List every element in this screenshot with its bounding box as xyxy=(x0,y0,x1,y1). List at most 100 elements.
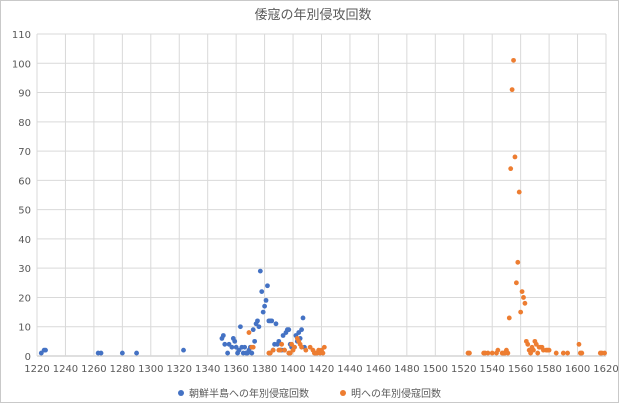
y-tick-label: 100 xyxy=(12,59,31,70)
data-point xyxy=(250,344,256,350)
data-point xyxy=(134,350,139,356)
x-tick-label: 1540 xyxy=(479,364,504,375)
y-axis-tick-labels: 0 10 20 30 40 50 60 70 80 90 100 110 xyxy=(12,30,31,363)
data-point xyxy=(512,154,518,160)
x-tick-label: 1420 xyxy=(309,364,334,375)
data-point xyxy=(119,350,125,356)
chart-title: 倭寇の年別侵攻回数 xyxy=(254,7,371,23)
data-point xyxy=(518,309,524,315)
y-tick-label: 110 xyxy=(12,30,31,41)
x-tick-label: 1240 xyxy=(53,364,78,375)
data-point xyxy=(299,344,304,350)
data-point xyxy=(98,350,104,356)
data-point xyxy=(250,327,256,333)
data-point xyxy=(519,289,525,294)
data-point xyxy=(560,350,566,356)
data-point xyxy=(535,350,541,356)
x-tick-label: 1560 xyxy=(508,364,533,375)
data-point xyxy=(300,315,306,321)
data-point xyxy=(579,350,585,356)
data-point xyxy=(508,166,514,172)
data-point xyxy=(521,295,526,300)
y-tick-label: 40 xyxy=(18,235,31,246)
x-axis-tick-labels: 1220 1240 1260 1280 1300 1320 1340 1360 1380 1400… xyxy=(24,364,618,375)
data-point xyxy=(43,347,48,353)
data-point xyxy=(286,327,292,333)
data-point xyxy=(282,347,287,353)
x-tick-label: 1300 xyxy=(138,364,163,375)
x-tick-label: 1520 xyxy=(451,364,476,375)
data-point xyxy=(522,300,528,306)
x-tick-label: 1580 xyxy=(536,364,561,375)
x-tick-label: 1440 xyxy=(337,364,362,375)
x-tick-label: 1380 xyxy=(252,364,277,375)
series-korea xyxy=(38,268,307,356)
data-point xyxy=(506,315,512,321)
data-point xyxy=(516,189,522,195)
data-point xyxy=(257,268,263,274)
data-point xyxy=(303,347,309,353)
data-point xyxy=(246,330,252,335)
data-point xyxy=(553,350,559,356)
y-tick-label: 0 xyxy=(25,352,31,363)
data-point xyxy=(299,327,304,333)
legend: 朝鮮半島への年別侵寇回数 明への年別侵寇回数 xyxy=(178,387,441,400)
data-point xyxy=(181,347,186,353)
y-tick-label: 10 xyxy=(18,323,31,334)
y-tick-label: 30 xyxy=(18,264,31,275)
data-point xyxy=(262,303,267,309)
data-point xyxy=(576,341,582,347)
data-point xyxy=(602,350,607,356)
x-tick-label: 1400 xyxy=(280,364,305,375)
plot-points xyxy=(38,57,607,356)
legend-marker-ming xyxy=(340,390,346,396)
legend-label-ming: 明への年別侵寇回数 xyxy=(351,387,441,400)
x-tick-label: 1320 xyxy=(167,364,192,375)
data-point xyxy=(277,347,283,353)
x-tick-label: 1620 xyxy=(593,364,618,375)
y-tick-label: 20 xyxy=(18,293,31,304)
data-point xyxy=(509,87,515,93)
data-point xyxy=(265,283,270,289)
data-point xyxy=(513,280,519,286)
data-point xyxy=(489,350,495,356)
data-point xyxy=(531,347,536,353)
y-tick-label: 80 xyxy=(18,118,31,129)
legend-label-korea: 朝鮮半島への年別侵寇回数 xyxy=(189,387,309,400)
x-tick-label: 1600 xyxy=(565,364,590,375)
x-tick-label: 1280 xyxy=(110,364,135,375)
data-point xyxy=(279,341,285,347)
data-point xyxy=(260,309,266,315)
data-point xyxy=(263,297,269,303)
data-point xyxy=(249,350,255,356)
data-point xyxy=(238,324,243,330)
data-point xyxy=(220,333,226,338)
data-point xyxy=(229,344,235,350)
data-point xyxy=(467,350,472,356)
data-point xyxy=(511,57,516,63)
y-tick-label: 90 xyxy=(18,89,31,100)
x-tick-label: 1460 xyxy=(366,364,391,375)
x-tick-label: 1480 xyxy=(394,364,419,375)
data-point xyxy=(565,350,570,356)
data-point xyxy=(546,347,552,353)
x-tick-label: 1360 xyxy=(223,364,248,375)
data-point xyxy=(256,324,262,330)
data-point xyxy=(242,344,248,350)
x-tick-label: 1500 xyxy=(423,364,448,375)
data-point xyxy=(321,344,327,350)
data-point xyxy=(252,338,258,344)
data-point xyxy=(485,350,491,356)
data-point xyxy=(222,341,228,347)
x-tick-label: 1260 xyxy=(81,364,106,375)
x-tick-label: 1340 xyxy=(195,364,220,375)
data-point xyxy=(495,347,501,353)
y-tick-label: 50 xyxy=(18,206,31,217)
gridlines xyxy=(36,33,607,357)
data-point xyxy=(525,341,531,347)
data-point xyxy=(270,347,276,353)
legend-marker-korea xyxy=(178,390,184,396)
y-tick-label: 60 xyxy=(18,176,31,187)
